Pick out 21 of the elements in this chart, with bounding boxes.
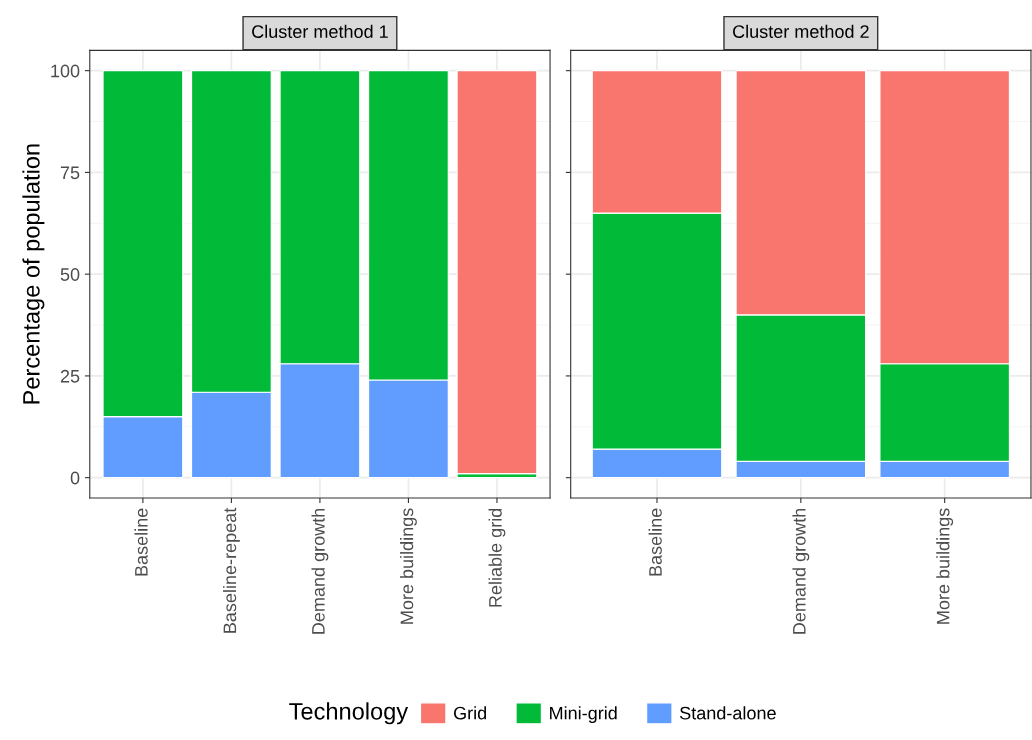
x-tick-label: Baseline (134, 508, 148, 576)
legend-title: Technology (289, 702, 409, 725)
x-tick-label: Reliable grid (488, 508, 506, 607)
y-tick-label: 75 (60, 166, 80, 180)
y-tick-label: 50 (60, 268, 80, 281)
chart-title: Cluster method 1 (252, 24, 388, 38)
legend-label: Stand-alone (680, 706, 776, 720)
x-tick-label: More buildings (936, 508, 954, 624)
y-tick-label: 25 (60, 369, 80, 383)
x-tick-label: Baseline-repeat (222, 507, 240, 633)
x-tick-label: Baseline (648, 508, 662, 576)
bar (456, 70, 538, 475)
y-axis-title: Percentage of population (22, 144, 45, 404)
x-tick-label: Demand growth (792, 508, 810, 634)
y-tick-label: 100 (51, 64, 80, 78)
legend-label: Mini-grid (550, 706, 617, 724)
x-tick-label: More buildings (400, 508, 417, 624)
y-tick-label: 0 (70, 471, 80, 485)
legend-label: Grid (453, 706, 487, 720)
x-tick-label: Demand growth (311, 508, 329, 634)
chart-title: Cluster method 2 (733, 24, 869, 38)
